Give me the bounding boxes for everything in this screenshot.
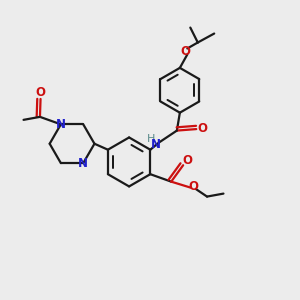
Text: O: O — [197, 122, 207, 135]
Text: O: O — [181, 45, 191, 58]
Text: N: N — [151, 137, 161, 151]
Text: H: H — [147, 134, 156, 144]
Text: O: O — [36, 86, 46, 100]
Text: O: O — [183, 154, 193, 167]
Text: N: N — [56, 118, 66, 131]
Text: O: O — [189, 180, 199, 193]
Text: N: N — [78, 157, 88, 169]
